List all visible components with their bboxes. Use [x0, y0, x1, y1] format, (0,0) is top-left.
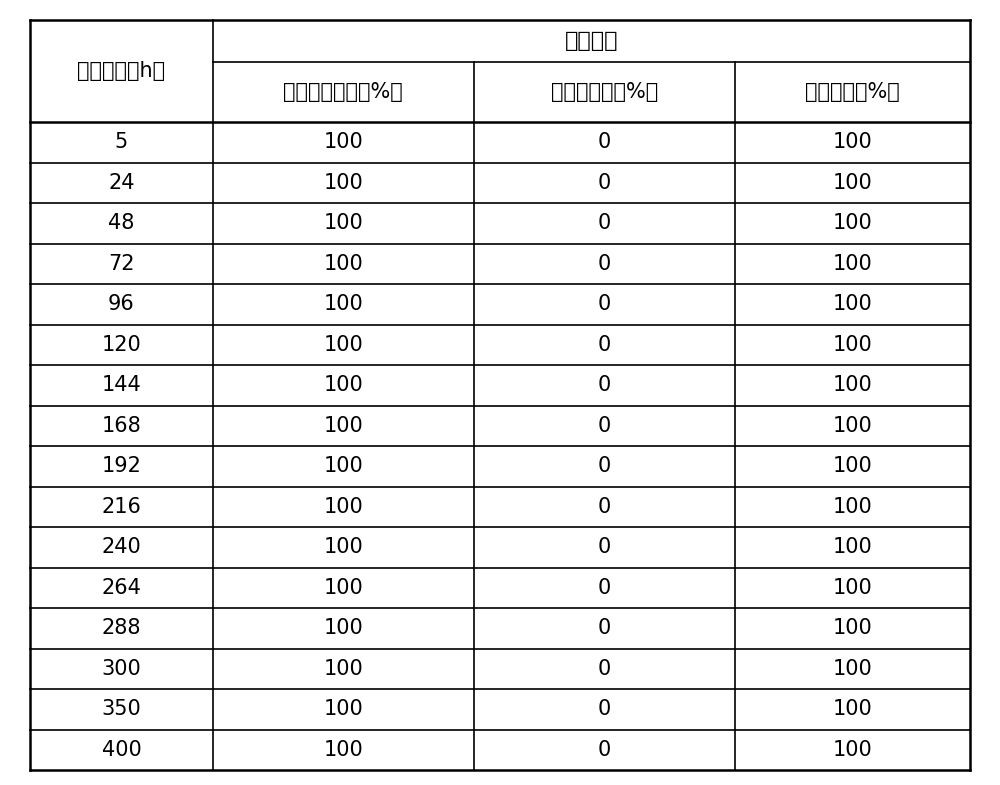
Text: 100: 100 [323, 537, 363, 557]
Text: 100: 100 [833, 578, 872, 597]
Text: 100: 100 [833, 456, 872, 476]
Text: 400: 400 [102, 739, 141, 760]
Text: 300: 300 [102, 659, 141, 679]
Text: 0: 0 [598, 699, 611, 719]
Text: 100: 100 [323, 619, 363, 638]
Text: 0: 0 [598, 214, 611, 233]
Text: 0: 0 [598, 132, 611, 152]
Text: 350: 350 [102, 699, 141, 719]
Text: 0: 0 [598, 375, 611, 396]
Text: 216: 216 [101, 497, 141, 517]
Text: 168: 168 [102, 416, 141, 436]
Text: 0: 0 [598, 173, 611, 193]
Text: 100: 100 [833, 739, 872, 760]
Text: 100: 100 [323, 497, 363, 517]
Text: 0: 0 [598, 456, 611, 476]
Text: 192: 192 [101, 456, 141, 476]
Text: 副产物含量（%）: 副产物含量（%） [551, 82, 658, 102]
Text: 100: 100 [833, 294, 872, 314]
Text: 分析结果: 分析结果 [565, 31, 618, 51]
Text: 0: 0 [598, 537, 611, 557]
Text: 100: 100 [323, 416, 363, 436]
Text: 100: 100 [323, 659, 363, 679]
Text: 0: 0 [598, 294, 611, 314]
Text: 100: 100 [323, 214, 363, 233]
Text: 100: 100 [323, 254, 363, 274]
Text: 100: 100 [833, 173, 872, 193]
Text: 72: 72 [108, 254, 135, 274]
Text: 0: 0 [598, 619, 611, 638]
Text: 120: 120 [102, 334, 141, 355]
Text: 24: 24 [108, 173, 135, 193]
Text: 100: 100 [833, 699, 872, 719]
Text: 144: 144 [102, 375, 141, 396]
Text: 5: 5 [115, 132, 128, 152]
Text: 100: 100 [833, 375, 872, 396]
Text: 100: 100 [323, 294, 363, 314]
Text: 48: 48 [108, 214, 135, 233]
Text: 100: 100 [323, 173, 363, 193]
Text: 0: 0 [598, 497, 611, 517]
Text: 100: 100 [833, 659, 872, 679]
Text: 264: 264 [101, 578, 141, 597]
Text: 240: 240 [102, 537, 141, 557]
Text: 100: 100 [323, 334, 363, 355]
Text: 100: 100 [833, 497, 872, 517]
Text: 取样时间（h）: 取样时间（h） [77, 61, 165, 81]
Text: 100: 100 [833, 132, 872, 152]
Text: 100: 100 [833, 254, 872, 274]
Text: 100: 100 [323, 699, 363, 719]
Text: 100: 100 [833, 334, 872, 355]
Text: 100: 100 [833, 416, 872, 436]
Text: 96: 96 [108, 294, 135, 314]
Text: 硕基物转化率（%）: 硕基物转化率（%） [283, 82, 403, 102]
Text: 100: 100 [833, 214, 872, 233]
Text: 100: 100 [323, 375, 363, 396]
Text: 0: 0 [598, 334, 611, 355]
Text: 100: 100 [323, 132, 363, 152]
Text: 100: 100 [833, 537, 872, 557]
Text: 0: 0 [598, 739, 611, 760]
Text: 100: 100 [833, 619, 872, 638]
Text: 0: 0 [598, 254, 611, 274]
Text: 0: 0 [598, 659, 611, 679]
Text: 产物含量（%）: 产物含量（%） [805, 82, 900, 102]
Text: 288: 288 [102, 619, 141, 638]
Text: 0: 0 [598, 578, 611, 597]
Text: 100: 100 [323, 578, 363, 597]
Text: 100: 100 [323, 739, 363, 760]
Text: 100: 100 [323, 456, 363, 476]
Text: 0: 0 [598, 416, 611, 436]
